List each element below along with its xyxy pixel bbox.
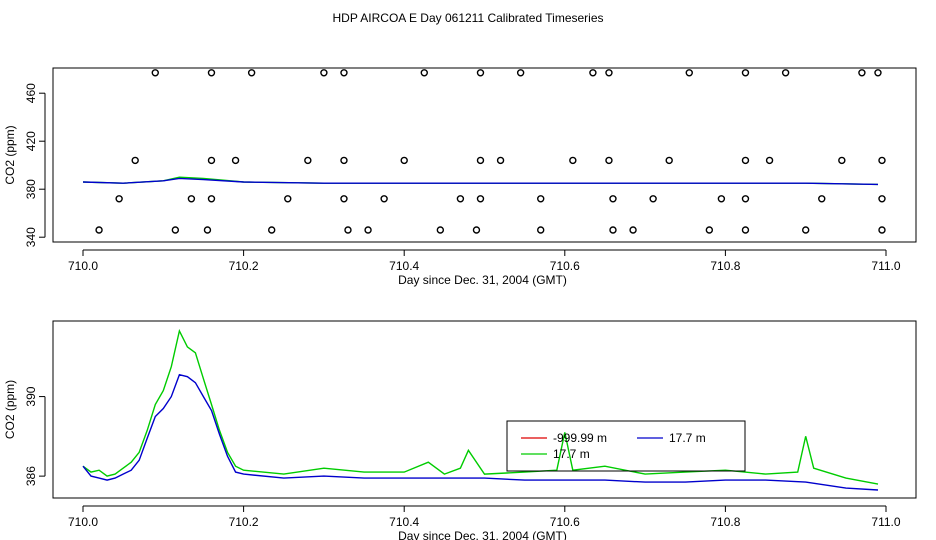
- x-tick-label: 710.0: [68, 259, 98, 273]
- legend-label: 17.7 m: [669, 431, 706, 445]
- data-point: [629, 226, 637, 234]
- data-point: [187, 195, 196, 203]
- data-point: [344, 226, 352, 234]
- data-point: [802, 226, 810, 234]
- data-point: [665, 156, 673, 165]
- data-point: [247, 69, 256, 77]
- y-tick-label: 340: [24, 227, 38, 247]
- data-point: [838, 156, 846, 165]
- data-point: [420, 69, 428, 77]
- data-point: [231, 156, 240, 165]
- data-point: [537, 195, 545, 203]
- data-point: [207, 69, 216, 77]
- data-point: [516, 69, 525, 77]
- data-point: [741, 69, 750, 77]
- data-point: [284, 195, 292, 203]
- data-point: [131, 156, 139, 165]
- data-point: [649, 195, 657, 203]
- data-point: [589, 69, 597, 77]
- data-point: [609, 226, 617, 234]
- y-tick-label: 380: [24, 179, 38, 199]
- data-point: [537, 226, 545, 234]
- x-tick-label: 710.4: [389, 515, 419, 529]
- blue-series-line: [82, 177, 879, 186]
- data-point: [605, 156, 613, 165]
- data-point: [304, 156, 312, 165]
- y-axis-label: CO2 (ppm): [3, 380, 17, 439]
- x-tick-label: 710.4: [389, 259, 419, 273]
- data-point: [741, 156, 750, 165]
- x-tick-label: 710.6: [550, 259, 580, 273]
- data-point: [496, 156, 505, 165]
- data-point: [476, 69, 485, 77]
- x-tick-label: 710.8: [710, 259, 740, 273]
- data-point: [380, 195, 388, 203]
- data-point: [340, 156, 348, 165]
- legend-label: 17.7 m: [553, 447, 590, 461]
- x-tick-label: 710.8: [710, 515, 740, 529]
- x-tick-label: 711.0: [871, 515, 900, 529]
- legend-label: -999.99 m: [553, 431, 607, 445]
- data-point: [717, 195, 726, 203]
- data-point: [203, 226, 212, 234]
- data-point: [858, 69, 866, 77]
- x-tick-label: 710.2: [229, 515, 259, 529]
- x-tick-label: 710.6: [550, 515, 580, 529]
- x-tick-label: 711.0: [871, 259, 900, 273]
- data-point: [878, 226, 886, 234]
- data-point: [340, 195, 348, 203]
- data-point: [207, 156, 216, 165]
- data-point: [476, 195, 485, 203]
- data-point: [741, 195, 750, 203]
- data-point: [878, 156, 886, 165]
- data-point: [340, 69, 348, 77]
- data-point: [268, 226, 276, 234]
- data-point: [95, 226, 103, 234]
- data-point: [472, 226, 481, 234]
- y-tick-label: 420: [24, 131, 38, 151]
- top-panel: 710.0 710.2 710.4 710.6 710.8 711.0 Day since …: [3, 67, 917, 287]
- y-tick-label: 460: [24, 83, 38, 103]
- data-point: [765, 156, 774, 165]
- x-axis-label: Day since Dec. 31, 2004 (GMT): [398, 273, 567, 287]
- data-point: [171, 226, 180, 234]
- page-title: HDP AIRCOA E Day 061211 Calibrated Times…: [332, 11, 603, 25]
- data-point: [364, 226, 372, 234]
- y-axis-label: CO2 (ppm): [3, 125, 17, 184]
- data-point: [781, 69, 790, 77]
- x-tick-label: 710.2: [229, 259, 259, 273]
- plot-frame: [52, 67, 917, 243]
- data-point: [705, 226, 714, 234]
- data-point: [569, 156, 577, 165]
- data-point: [207, 195, 216, 203]
- data-point: [741, 226, 750, 234]
- data-point: [436, 226, 445, 234]
- data-point: [320, 69, 328, 77]
- data-point: [685, 69, 693, 77]
- bottom-panel: 710.0 710.2 710.4 710.6 710.8 711.0 Day since …: [3, 320, 917, 540]
- green-series-line: [82, 328, 879, 485]
- plot-frame: [52, 320, 917, 499]
- blue-series-line: [82, 373, 879, 491]
- x-axis-label: Day since Dec. 31, 2004 (GMT): [398, 529, 567, 540]
- data-point: [115, 195, 123, 203]
- y-tick-label: 390: [24, 386, 38, 406]
- data-point: [874, 69, 882, 77]
- x-tick-label: 710.0: [68, 515, 98, 529]
- data-point: [818, 195, 826, 203]
- legend-box: [506, 420, 746, 472]
- data-point: [476, 156, 485, 165]
- data-point: [609, 195, 617, 203]
- data-point: [878, 195, 886, 203]
- data-point: [400, 156, 408, 165]
- y-tick-label: 386: [24, 466, 38, 486]
- data-point: [151, 69, 159, 77]
- data-point: [605, 69, 613, 77]
- data-point: [456, 195, 465, 203]
